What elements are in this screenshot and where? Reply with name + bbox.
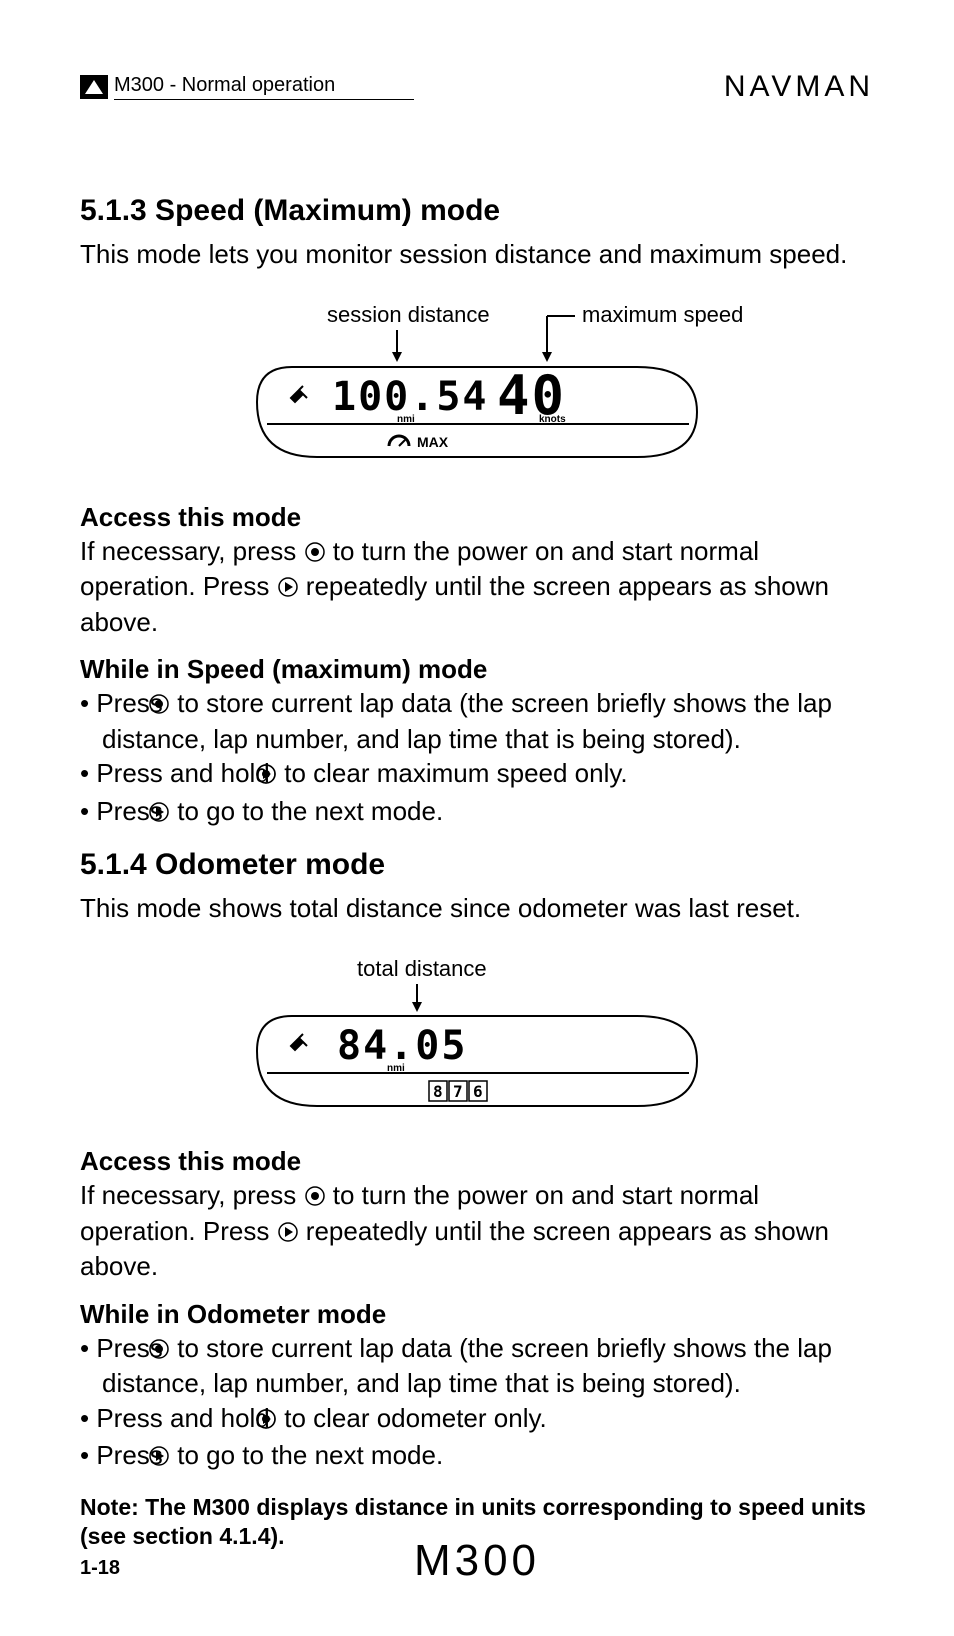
dot-button-icon [304,1182,326,1215]
list-item: • Press to store current lap data (the s… [80,687,874,755]
footer-logo: M300 [414,1536,540,1586]
section-514-intro: This mode shows total distance since odo… [80,892,874,926]
svg-text:nmi: nmi [397,414,415,425]
page-footer: 1-18 M300 [80,1536,874,1586]
section-513-intro: This mode lets you monitor session dista… [80,238,874,272]
while-list-513: • Press to store current lap data (the s… [80,687,874,830]
label-max-speed: maximum speed [582,302,743,327]
list-item: • Press to store current lap data (the s… [80,1332,874,1400]
page-header: M300 - Normal operation NAVMAN [80,70,874,104]
label-session-distance: session distance [327,302,490,327]
diagram-odometer: total distance 84.05 nmi 8 7 6 [80,956,874,1116]
list-item: • Press to go to the next mode. [80,1439,874,1475]
while-heading-513: While in Speed (maximum) mode [80,654,874,685]
dot-button-icon [304,538,326,571]
list-item: • Press and hold to clear odometer only. [80,1402,874,1438]
svg-text:8: 8 [433,1082,443,1101]
while-list-514: • Press to store current lap data (the s… [80,1332,874,1475]
access-heading-513: Access this mode [80,502,874,533]
access-text-514: If necessary, press to turn the power on… [80,1179,874,1283]
play-button-icon [277,573,299,606]
triangle-icon [80,75,108,99]
access-text-513: If necessary, press to turn the power on… [80,535,874,639]
svg-text:knots: knots [539,414,566,425]
svg-text:MAX: MAX [417,434,449,450]
list-item: • Press and hold to clear maximum speed … [80,757,874,793]
brand-label: NAVMAN [724,70,874,104]
header-section-label: M300 - Normal operation [114,74,414,100]
header-left: M300 - Normal operation [80,74,414,100]
section-513-title: 5.1.3 Speed (Maximum) mode [80,194,874,228]
svg-text:7: 7 [453,1082,463,1101]
while-heading-514: While in Odometer mode [80,1299,874,1330]
page-number: 1-18 [80,1557,120,1580]
section-514-title: 5.1.4 Odometer mode [80,848,874,882]
list-item: • Press to go to the next mode. [80,795,874,831]
play-button-icon [277,1218,299,1251]
label-total-distance: total distance [357,956,487,981]
diagram-speed-max: session distance maximum speed 100.54 nm… [80,302,874,472]
svg-text:6: 6 [473,1082,483,1101]
svg-text:nmi: nmi [387,1063,405,1074]
access-heading-514: Access this mode [80,1146,874,1177]
